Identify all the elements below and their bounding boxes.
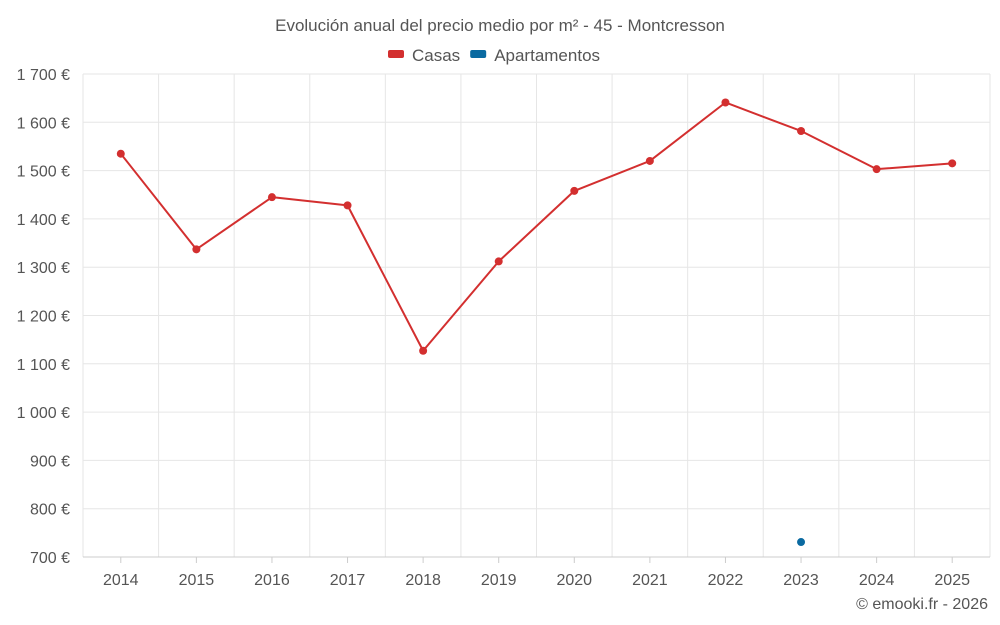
data-point-casas-2020 [570,186,579,195]
legend-swatch-casas [388,50,404,58]
y-tick-label: 1 400 € [17,212,70,229]
data-point-casas-2023 [797,126,806,135]
x-tick-label: 2017 [330,572,366,589]
x-tick-label: 2024 [859,572,895,589]
data-point-casas-2021 [645,156,654,165]
data-point-casas-2014 [116,149,125,158]
data-point-casas-2016 [267,193,276,202]
series-layer [116,98,957,547]
legend-label-casas: Casas [412,46,460,65]
y-tick-label: 900 € [30,453,70,470]
data-point-casas-2024 [872,165,881,174]
y-tick-label: 1 500 € [17,164,70,181]
x-axis: 2014 2015 2016 2017 2018 2019 2020 2021 2022 2023… [83,556,990,589]
series-line-casas [120,101,953,352]
x-tick-label: 2018 [405,572,441,589]
x-tick-label: 2019 [481,572,517,589]
data-point-casas-2017 [343,201,352,210]
legend-swatch-apartamentos [470,50,487,58]
grid [82,73,991,557]
legend: Casas Apartamentos [388,46,600,65]
x-tick-label: 2022 [708,572,744,589]
data-point-casas-2022 [721,98,730,107]
y-tick-label: 700 € [30,550,70,567]
data-point-apartamentos-2023 [797,538,806,547]
y-tick-label: 1 100 € [17,357,70,374]
y-tick-label: 1 300 € [17,260,70,277]
x-tick-label: 2015 [179,572,215,589]
y-tick-label: 800 € [30,502,70,519]
y-axis: 700 € 800 € 900 € 1 000 € 1 100 € 1 200 € 1 30… [17,67,70,567]
x-tick-label: 2016 [254,572,290,589]
data-point-casas-2019 [494,257,503,266]
y-tick-label: 1 200 € [17,309,70,326]
x-tick-label: 2023 [783,572,819,589]
x-tick-label: 2025 [934,572,970,589]
x-tick-label: 2021 [632,572,668,589]
legend-label-apartamentos: Apartamentos [494,46,600,65]
y-tick-label: 1 700 € [17,67,70,84]
y-tick-label: 1 600 € [17,115,70,132]
data-point-casas-2018 [419,346,428,355]
data-point-casas-2025 [948,159,957,168]
chart-title: Evolución anual del precio medio por m² … [275,16,725,35]
data-point-casas-2015 [192,245,201,254]
y-tick-label: 1 000 € [17,405,70,422]
credit-text: © emooki.fr - 2026 [856,596,988,613]
x-tick-label: 2020 [556,572,592,589]
x-tick-label: 2014 [103,572,139,589]
